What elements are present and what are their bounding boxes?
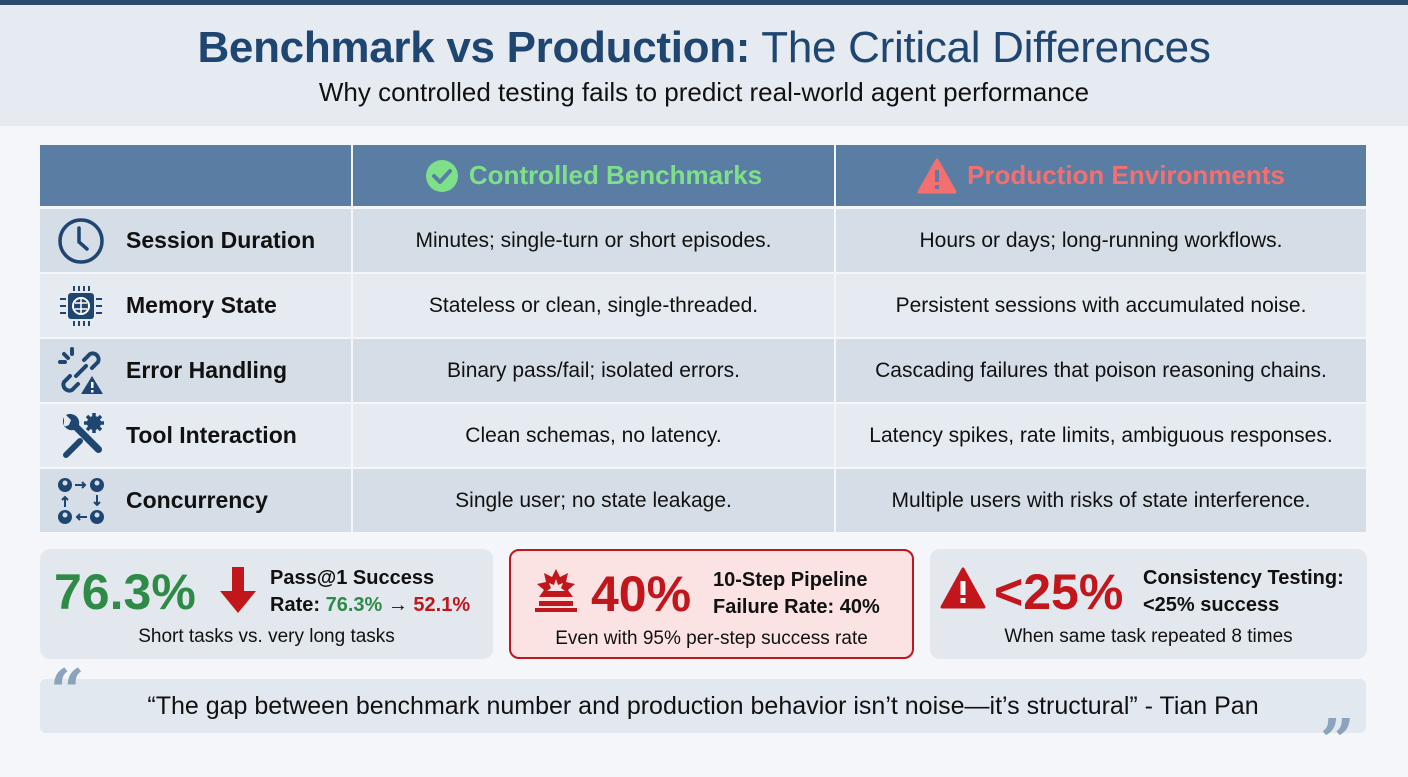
table-row: Tool Interaction Clean schemas, no laten… <box>40 404 1366 467</box>
stat-title: Pass@1 Success Rate: 76.3% → 52.1% <box>270 565 470 619</box>
users-cycle-icon <box>56 476 106 526</box>
open-quote-mark: “ <box>50 657 85 727</box>
header-production-label: Production Environments <box>967 160 1285 190</box>
stat-card-pipeline: 40% 10-Step Pipeline Failure Rate: 40% E… <box>509 549 914 659</box>
benchmark-cell: Minutes; single-turn or short episodes. <box>353 209 836 272</box>
rate-prefix: Rate: <box>270 594 321 616</box>
row-label: Tool Interaction <box>126 422 297 448</box>
table-row: Session Duration Minutes; single-turn or… <box>40 209 1366 272</box>
header-production: Production Environments <box>836 145 1366 206</box>
check-circle-icon <box>425 159 459 193</box>
stat-title-line2: Failure Rate: 40% <box>713 596 880 618</box>
production-cell: Cascading failures that poison reasoning… <box>875 358 1327 382</box>
header-benchmarks: Controlled Benchmarks <box>353 145 836 206</box>
table-row: Memory State Stateless or clean, single-… <box>40 274 1366 337</box>
stat-title-line2: <25% success <box>1143 594 1280 616</box>
stat-card-consistency: <25% Consistency Testing: <25% success W… <box>930 549 1367 659</box>
row-label: Memory State <box>126 292 277 318</box>
table-row: Concurrency Single user; no state leakag… <box>40 469 1366 532</box>
warning-triangle-icon <box>917 158 957 194</box>
title-bold: Benchmark vs Production: <box>197 23 751 72</box>
top-accent-bar <box>0 0 1408 5</box>
production-cell: Hours or days; long-running workflows. <box>919 228 1283 252</box>
stat-title: Consistency Testing: <25% success <box>1143 565 1344 619</box>
quote-box: “The gap between benchmark number and pr… <box>40 679 1366 733</box>
stat-big-value: 40% <box>591 566 692 622</box>
warning-triangle-icon <box>940 567 986 614</box>
title-rest: The Critical Differences <box>761 23 1211 72</box>
row-label-cell: Session Duration <box>40 209 353 272</box>
wrench-gear-icon <box>56 411 106 461</box>
row-label-cell: Concurrency <box>40 469 353 532</box>
rate-to: 52.1% <box>413 594 471 616</box>
stat-subtext: When same task repeated 8 times <box>1004 626 1293 647</box>
rate-from: 76.3% <box>325 594 383 616</box>
row-label-cell: Memory State <box>40 274 353 337</box>
stat-big-value: 76.3% <box>54 564 196 620</box>
header: Benchmark vs Production: The Critical Di… <box>0 5 1408 126</box>
benchmark-cell: Single user; no state leakage. <box>353 469 836 532</box>
production-cell: Multiple users with risks of state inter… <box>891 488 1311 512</box>
stat-title: 10-Step Pipeline Failure Rate: 40% <box>713 567 880 621</box>
row-label-cell: Tool Interaction <box>40 404 353 467</box>
stat-subtext: Even with 95% per-step success rate <box>555 628 868 649</box>
benchmark-cell: Stateless or clean, single-threaded. <box>353 274 836 337</box>
row-label: Error Handling <box>126 357 288 383</box>
stat-title-line1: Pass@1 Success <box>270 567 435 589</box>
close-quote-mark: ” <box>1320 707 1355 777</box>
page-subtitle: Why controlled testing fails to predict … <box>318 77 1090 107</box>
table-row: Error Handling Binary pass/fail; isolate… <box>40 339 1366 402</box>
benchmark-cell: Clean schemas, no latency. <box>353 404 836 467</box>
header-benchmarks-label: Controlled Benchmarks <box>468 160 763 190</box>
stat-title-line2: Rate: 76.3% → 52.1% <box>270 592 470 619</box>
row-label: Concurrency <box>126 487 268 513</box>
stat-big-value: <25% <box>994 564 1124 620</box>
quote-text: “The gap between benchmark number and pr… <box>147 691 1259 720</box>
comparison-table: Controlled Benchmarks Production Environ… <box>40 145 1366 534</box>
alarm-siren-icon <box>533 567 579 618</box>
stat-title-line1: Consistency Testing: <box>1143 567 1344 589</box>
down-arrow-icon <box>218 567 258 618</box>
row-label: Session Duration <box>126 227 316 253</box>
table-header-row: Controlled Benchmarks Production Environ… <box>40 145 1366 206</box>
clock-icon <box>56 216 106 266</box>
stat-card-pass-rate: 76.3% Pass@1 Success Rate: 76.3% → 52.1%… <box>40 549 493 659</box>
stat-title-line1: 10-Step Pipeline <box>713 569 868 591</box>
header-empty-cell <box>40 145 353 206</box>
brain-chip-icon <box>56 281 106 331</box>
production-cell: Persistent sessions with accumulated noi… <box>895 293 1307 317</box>
benchmark-cell: Binary pass/fail; isolated errors. <box>353 339 836 402</box>
stat-subtext: Short tasks vs. very long tasks <box>138 626 395 647</box>
rate-arrow: → <box>387 594 408 616</box>
production-cell: Latency spikes, rate limits, ambiguous r… <box>869 423 1333 447</box>
page-title: Benchmark vs Production: The Critical Di… <box>0 23 1408 73</box>
row-label-cell: Error Handling <box>40 339 353 402</box>
broken-link-warning-icon <box>56 346 106 396</box>
